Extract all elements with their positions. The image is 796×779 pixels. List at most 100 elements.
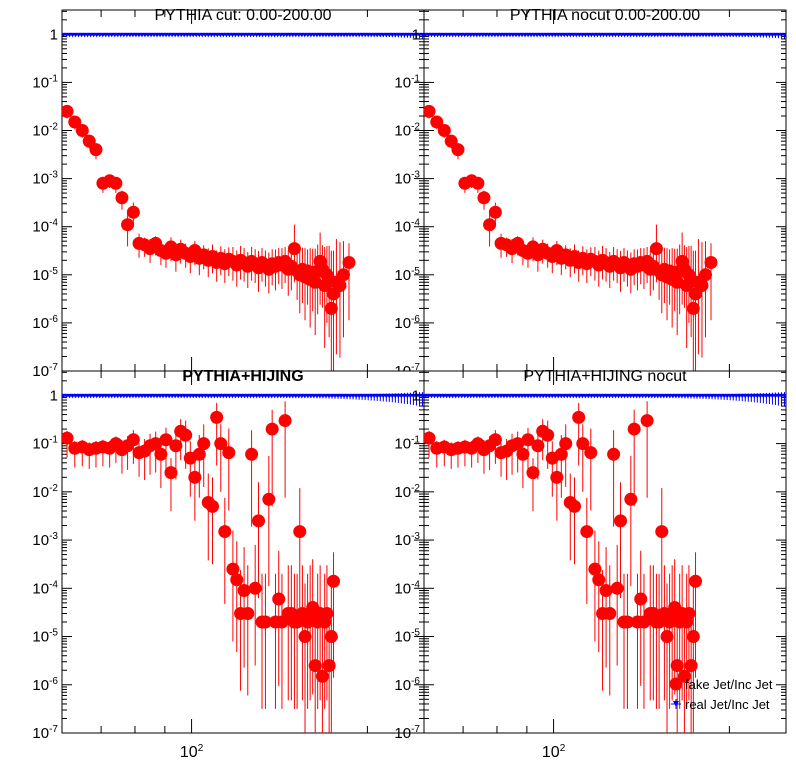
plot-area xyxy=(424,0,786,733)
fake-jet-point xyxy=(430,115,444,129)
fake-jet-point xyxy=(526,466,540,480)
plot-area xyxy=(62,0,424,733)
fake-jet-point xyxy=(324,630,338,644)
chart-title: PYTHIA+HIJING xyxy=(182,368,303,385)
fake-jet-point xyxy=(693,0,706,7)
fake-jet-point xyxy=(620,615,634,629)
plot-frame xyxy=(423,370,787,734)
y-tick-label: 10-2 xyxy=(32,483,58,501)
fake-jet-point xyxy=(640,414,654,428)
legend-real-marker xyxy=(673,701,679,707)
plot-area xyxy=(424,32,786,371)
plot-frame xyxy=(61,9,425,372)
fake-jet-point xyxy=(245,447,259,461)
fake-jet-point xyxy=(62,431,74,445)
fake-jet-point xyxy=(230,573,244,587)
fake-jet-point xyxy=(252,514,266,528)
fake-jet-point xyxy=(154,447,168,461)
fake-jet-point xyxy=(169,439,183,453)
fake-jet-point xyxy=(262,492,276,506)
y-tick-label: 10-1 xyxy=(32,435,58,453)
fake-jet-point xyxy=(521,433,535,447)
chart-panel-1: 1 10-1 10-2 10-3 10-4 10-5 10-6 10-7 PYTHIA cut:… xyxy=(32,7,425,380)
fake-jet-point xyxy=(677,669,691,683)
fake-jet-point xyxy=(159,433,173,447)
chart-title: PYTHIA cut: 0.00-200.00 xyxy=(155,7,332,24)
fake-jet-point xyxy=(320,607,334,621)
fake-jet-point xyxy=(188,470,202,484)
fake-jet-point xyxy=(248,581,262,595)
fake-jet-point xyxy=(62,104,74,118)
fake-jet-point xyxy=(68,115,82,129)
fake-jet-point xyxy=(226,562,240,576)
fake-jet-point xyxy=(298,630,312,644)
fake-jet-point xyxy=(483,218,497,232)
fake-jet-point xyxy=(75,123,89,137)
plot-frame xyxy=(61,370,425,734)
fake-jet-point xyxy=(222,446,236,460)
fake-jet-point xyxy=(331,0,344,7)
fake-jet-point xyxy=(572,410,586,424)
fake-jet-point xyxy=(649,242,663,256)
y-tick-label: 10-6 xyxy=(32,314,58,332)
fake-jet-point xyxy=(197,437,211,451)
chart-panel-4: 1 10-1 10-2 10-3 10-4 10-5 10-6 10-7 102 PYTHIA+H… xyxy=(394,0,787,761)
fake-jet-point xyxy=(689,574,703,588)
y-tick-label: 1 xyxy=(50,387,58,404)
fake-jet-point xyxy=(121,218,135,232)
fake-jet-point xyxy=(477,191,491,205)
fake-jet-point xyxy=(241,607,255,621)
y-tick-label: 1 xyxy=(412,387,420,404)
y-tick-label: 10-7 xyxy=(394,724,420,742)
fake-jet-point xyxy=(603,607,617,621)
fake-jet-point xyxy=(660,630,674,644)
fake-jet-point xyxy=(126,433,140,447)
fake-jet-point xyxy=(488,433,502,447)
fake-jet-point xyxy=(580,525,594,539)
fake-jet-point xyxy=(278,414,292,428)
x-tick-label: 102 xyxy=(180,743,204,761)
fake-jet-point xyxy=(327,574,341,588)
fake-jet-point xyxy=(488,205,502,219)
fake-jet-point xyxy=(293,525,307,539)
fake-jet-point xyxy=(607,447,621,461)
legend-real-label: real Jet/Inc Jet xyxy=(685,697,770,712)
fake-jet-point xyxy=(237,584,251,598)
fake-jet-point xyxy=(471,176,485,190)
fake-jet-point xyxy=(599,584,613,598)
y-tick-label: 10-1 xyxy=(394,73,420,91)
plot-frame xyxy=(423,9,787,372)
fake-jet-point xyxy=(704,256,718,270)
legend-fake-marker xyxy=(669,677,683,691)
fake-jet-point xyxy=(686,301,700,315)
x-tick-label: 102 xyxy=(542,743,566,761)
fake-jet-point xyxy=(568,499,582,513)
y-tick-label: 10-3 xyxy=(394,531,420,549)
y-tick-label: 10-7 xyxy=(32,362,58,380)
chart-panel-3: 1 10-1 10-2 10-3 10-4 10-5 10-6 10-7 102 PYTHIA+H… xyxy=(32,0,425,761)
y-tick-label: 10-4 xyxy=(32,218,58,236)
fake-jet-point xyxy=(258,615,272,629)
fake-jet-point xyxy=(541,428,555,442)
y-tick-label: 10-2 xyxy=(32,121,58,139)
fake-jet-point xyxy=(179,428,193,442)
fake-jet-point xyxy=(272,592,286,606)
fake-jet-point xyxy=(698,268,712,282)
fake-jet-point xyxy=(559,437,573,451)
y-tick-label: 10-1 xyxy=(394,435,420,453)
fake-jet-point xyxy=(322,659,336,673)
y-tick-label: 10-4 xyxy=(394,579,420,597)
fake-jet-point xyxy=(614,514,628,528)
chart-title: PYTHIA+HIJING nocut xyxy=(523,368,687,385)
y-tick-label: 10-5 xyxy=(32,266,58,284)
y-tick-label: 1 xyxy=(50,26,58,43)
fake-jet-point xyxy=(324,301,338,315)
fake-jet-point xyxy=(149,437,163,451)
fake-jet-point xyxy=(115,191,129,205)
y-tick-label: 10-5 xyxy=(394,628,420,646)
legend-fake-label: fake Jet/Inc Jet xyxy=(685,677,773,692)
fake-jet-point xyxy=(550,470,564,484)
